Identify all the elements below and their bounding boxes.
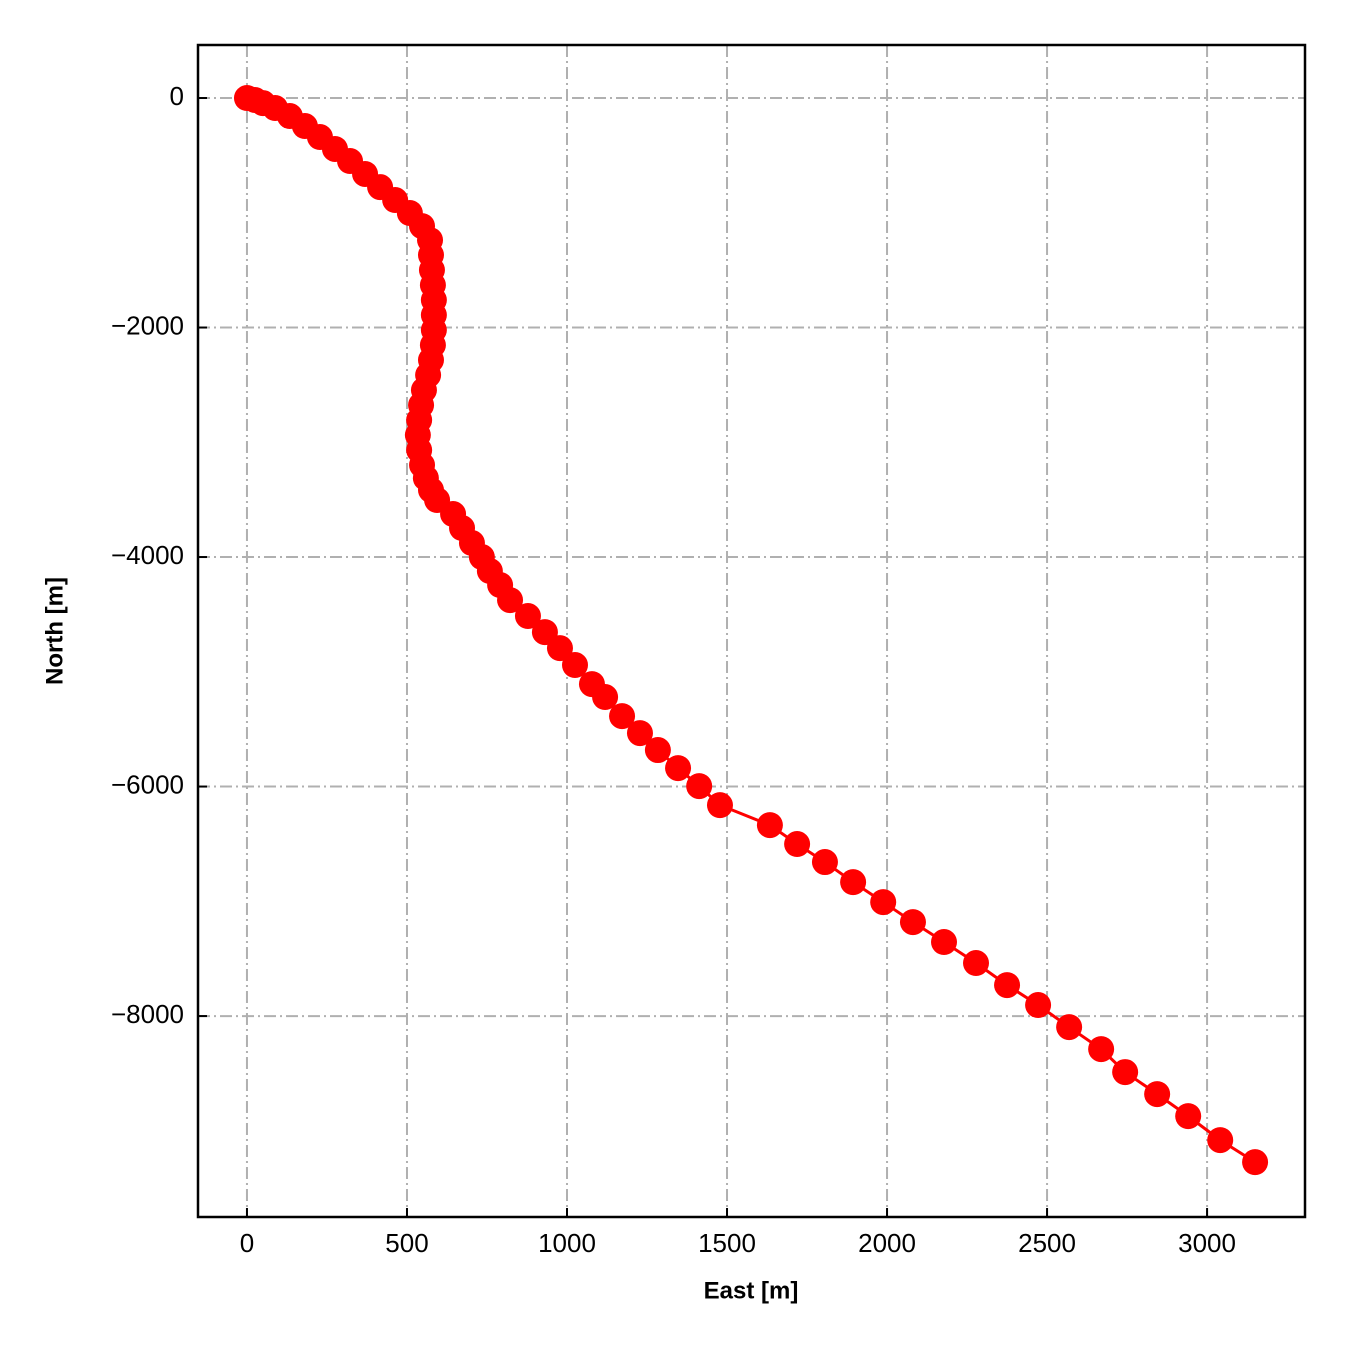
x-tick-label: 0 [240, 1228, 254, 1258]
marker [1207, 1127, 1234, 1154]
marker [1025, 992, 1052, 1019]
marker [931, 929, 958, 956]
marker [784, 831, 811, 858]
marker [1112, 1059, 1139, 1086]
marker [562, 652, 589, 679]
marker [546, 635, 573, 662]
x-tick-label: 2500 [1018, 1228, 1076, 1258]
marker [756, 812, 783, 839]
marker [1056, 1014, 1083, 1041]
y-tick-label: −2000 [111, 310, 184, 340]
marker [840, 869, 867, 896]
y-tick-label: −8000 [111, 999, 184, 1029]
marker [665, 755, 692, 782]
marker [1175, 1103, 1202, 1130]
marker [706, 792, 733, 819]
marker [592, 684, 619, 711]
marker [644, 737, 671, 764]
plot-frame [196, 43, 1307, 1219]
marker [626, 720, 653, 747]
marker [686, 773, 713, 800]
y-tick-label: −6000 [111, 769, 184, 799]
x-tick-label: 500 [385, 1228, 428, 1258]
marker [963, 950, 990, 977]
x-tick-label: 1500 [698, 1228, 756, 1258]
marker [497, 587, 524, 614]
marker [994, 972, 1021, 999]
marker [811, 849, 838, 876]
marker [1242, 1149, 1269, 1176]
x-axis-title: East [m] [704, 1277, 799, 1304]
marker [870, 889, 897, 916]
x-tick-label: 3000 [1178, 1228, 1236, 1258]
marker [899, 909, 926, 936]
marker [609, 703, 636, 730]
x-tick-label: 2000 [858, 1228, 916, 1258]
x-tick-label: 1000 [538, 1228, 596, 1258]
y-tick-label: 0 [170, 81, 184, 111]
marker [514, 603, 541, 630]
marker [1144, 1081, 1171, 1108]
y-tick-label: −4000 [111, 540, 184, 570]
y-axis-title: North [m] [41, 577, 68, 685]
marker [1088, 1036, 1115, 1063]
